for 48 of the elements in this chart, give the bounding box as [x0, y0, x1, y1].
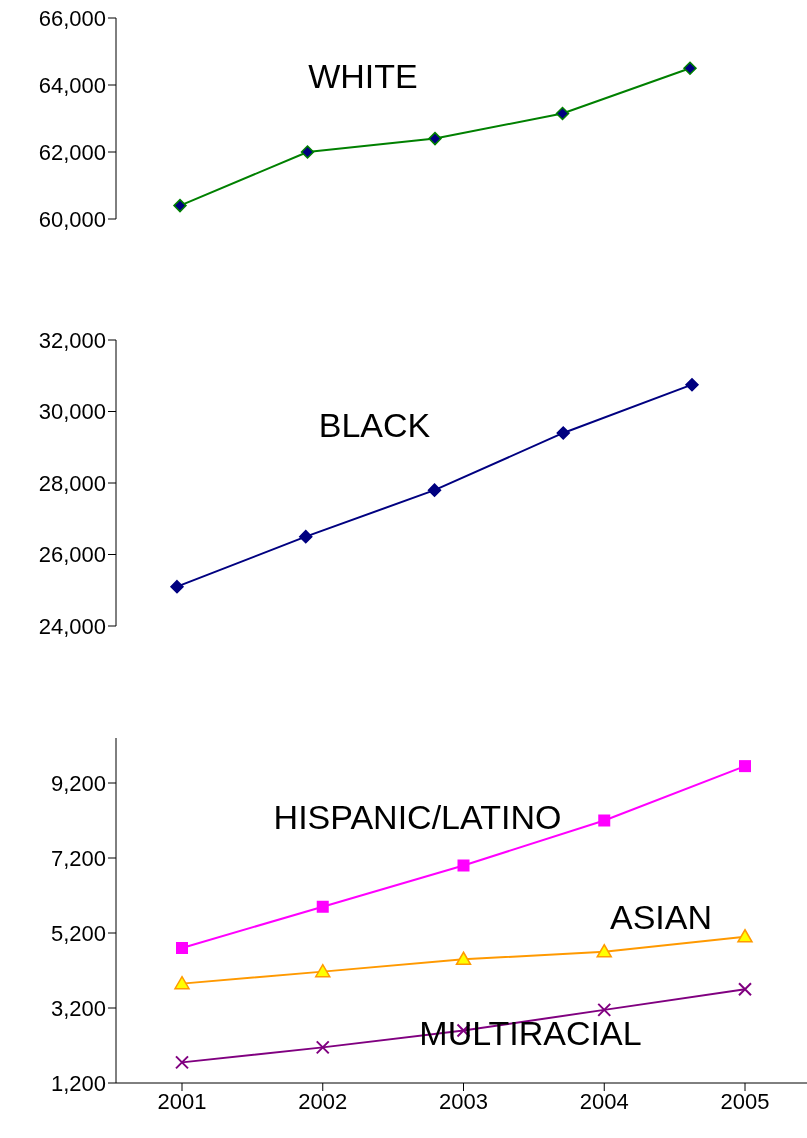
- series-label: HISPANIC/LATINO: [273, 798, 562, 837]
- x-tick-label: 2005: [720, 1088, 770, 1114]
- x-tick-label: 2002: [298, 1088, 348, 1114]
- point: [175, 1055, 189, 1070]
- y-tick-label: 28,000: [38, 470, 106, 496]
- y-tick-label: 26,000: [38, 542, 106, 568]
- x-tick-label: 2003: [439, 1088, 488, 1114]
- point: [685, 377, 699, 392]
- y-tick-label: 1,200: [50, 1070, 106, 1096]
- point: [428, 131, 442, 146]
- point: [176, 942, 188, 954]
- series-label: ASIAN: [609, 897, 713, 936]
- point: [457, 859, 470, 872]
- point: [598, 814, 611, 827]
- point: [597, 1002, 612, 1017]
- y-tick-label: 9,200: [50, 770, 106, 796]
- point: [173, 198, 187, 213]
- x-tick-label: 2004: [579, 1088, 629, 1114]
- point: [596, 944, 612, 958]
- point: [556, 426, 570, 440]
- y-tick-label: 30,000: [38, 399, 106, 425]
- point: [738, 982, 752, 997]
- y-tick-label: 3,200: [50, 995, 106, 1021]
- point: [427, 483, 442, 497]
- series-label: BLACK: [318, 406, 431, 445]
- series-label: WHITE: [308, 56, 418, 95]
- point: [683, 61, 697, 75]
- point: [739, 760, 751, 773]
- y-tick-label: 62,000: [38, 139, 106, 165]
- point: [315, 963, 331, 978]
- point: [315, 1040, 330, 1055]
- point: [174, 975, 190, 990]
- point: [300, 145, 315, 159]
- point: [737, 929, 753, 943]
- y-tick-label: 60,000: [38, 206, 106, 232]
- y-tick-label: 5,200: [50, 920, 106, 946]
- y-tick-label: 64,000: [38, 72, 106, 98]
- y-tick-label: 24,000: [38, 613, 106, 639]
- point: [555, 106, 570, 121]
- point: [455, 951, 472, 965]
- x-tick-label: 2001: [157, 1088, 207, 1114]
- point: [316, 900, 329, 913]
- point: [299, 529, 313, 544]
- series-label: MULTIRACIAL: [419, 1014, 642, 1053]
- y-tick-label: 32,000: [38, 327, 106, 353]
- y-tick-label: 7,200: [50, 845, 106, 871]
- y-tick-label: 66,000: [38, 5, 106, 31]
- point: [170, 579, 184, 594]
